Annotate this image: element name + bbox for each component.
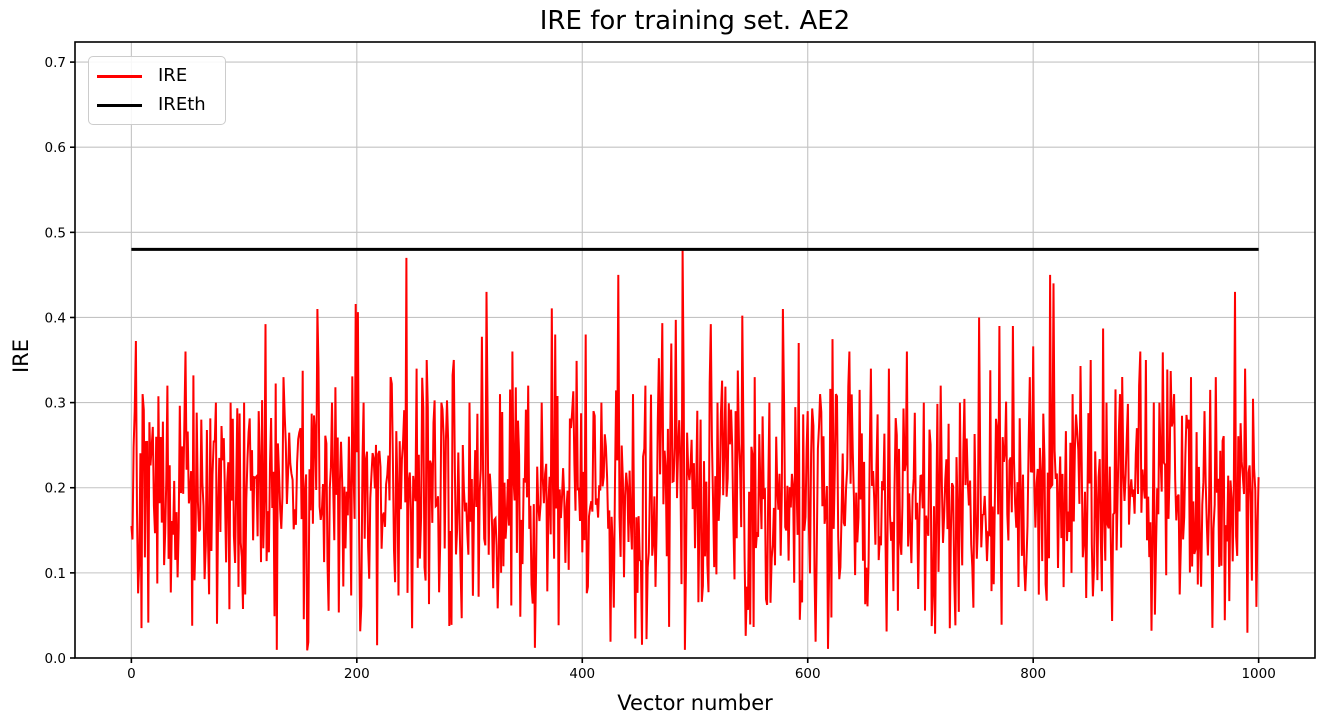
y-tick-label: 0.5 bbox=[45, 225, 66, 241]
legend-item-ireth: IREth bbox=[97, 95, 215, 115]
y-tick-label: 0.6 bbox=[45, 140, 66, 156]
legend-label-ireth: IREth bbox=[158, 94, 206, 115]
y-tick-label: 0.4 bbox=[45, 310, 66, 326]
y-tick-label: 0.2 bbox=[45, 481, 66, 497]
x-tick-label: 200 bbox=[344, 666, 370, 682]
ire-series-line bbox=[130, 249, 1260, 651]
chart-title: IRE for training set. AE2 bbox=[539, 6, 851, 36]
legend: IRE IREth bbox=[88, 56, 226, 125]
y-tick-label: 0.1 bbox=[45, 566, 66, 582]
y-tick-label: 0.3 bbox=[45, 396, 66, 412]
ire-line-sample bbox=[97, 74, 142, 78]
ireth-line-sample bbox=[97, 103, 142, 107]
x-tick-label: 0 bbox=[127, 666, 136, 682]
x-tick-label: 400 bbox=[569, 666, 595, 682]
y-tick-label: 0.0 bbox=[45, 651, 66, 667]
x-tick-label: 800 bbox=[1020, 666, 1046, 682]
legend-label-ire: IRE bbox=[158, 65, 188, 86]
y-tick-label: 0.7 bbox=[45, 55, 66, 71]
plot-border bbox=[74, 41, 1316, 659]
x-axis-label: Vector number bbox=[617, 691, 773, 715]
x-tick-label: 1000 bbox=[1241, 666, 1275, 682]
legend-item-ire: IRE bbox=[97, 66, 215, 86]
x-tick-label: 600 bbox=[795, 666, 821, 682]
